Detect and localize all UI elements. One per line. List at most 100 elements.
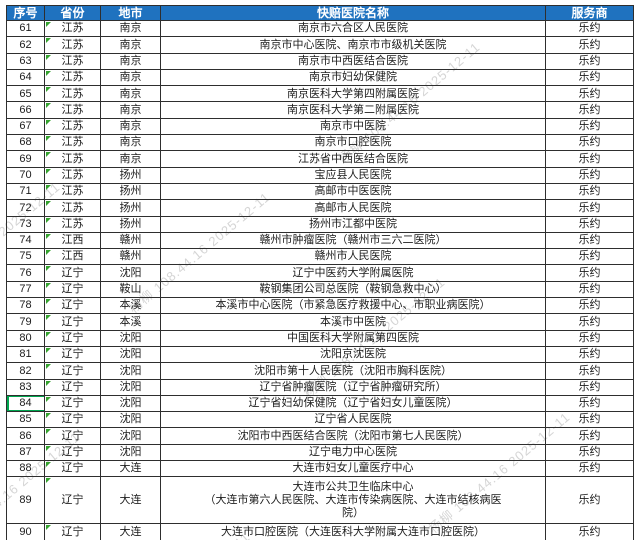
province-cell[interactable]: 江苏 [44, 101, 101, 119]
hospital-name-cell[interactable]: 沈阳市第十人民医院（沈阳市胸科医院） [160, 362, 546, 380]
row-number-cell[interactable]: 62 [6, 36, 45, 54]
city-cell[interactable]: 沈阳 [100, 329, 161, 347]
province-cell[interactable]: 辽宁 [44, 362, 101, 380]
province-cell[interactable]: 辽宁 [44, 313, 101, 331]
provider-cell[interactable]: 乐约 [545, 215, 634, 233]
row-number-cell[interactable]: 74 [6, 231, 45, 250]
row-number-cell[interactable]: 90 [6, 523, 45, 540]
provider-cell[interactable]: 乐约 [545, 394, 634, 413]
header-seq-no[interactable]: 序号 [6, 5, 45, 21]
province-cell[interactable]: 辽宁 [44, 297, 101, 315]
row-number-cell[interactable]: 80 [6, 329, 45, 347]
province-cell[interactable]: 辽宁 [44, 427, 101, 445]
row-number-cell[interactable]: 88 [6, 460, 45, 478]
row-number-cell[interactable]: 82 [6, 362, 45, 380]
province-cell[interactable]: 江苏 [44, 215, 101, 233]
hospital-name-cell[interactable]: 南京市六合区人民医院 [160, 19, 546, 38]
hospital-name-cell[interactable]: 鞍钢集团公司总医院（鞍钢急救中心） [160, 280, 546, 299]
hospital-name-cell[interactable]: 沈阳市中西医结合医院（沈阳市第七人民医院） [160, 427, 546, 445]
provider-cell[interactable]: 乐约 [545, 476, 634, 525]
province-cell[interactable]: 江苏 [44, 117, 101, 136]
hospital-name-cell[interactable]: 赣州市肿瘤医院（赣州市三六二医院） [160, 231, 546, 250]
provider-cell[interactable]: 乐约 [545, 411, 634, 429]
header-service-provider[interactable]: 服务商 [545, 5, 634, 21]
header-province[interactable]: 省份 [44, 5, 101, 21]
row-number-cell[interactable]: 83 [6, 378, 45, 396]
province-cell[interactable]: 江苏 [44, 199, 101, 217]
hospital-name-cell[interactable]: 辽宁省肿瘤医院（辽宁省肿瘤研究所） [160, 378, 546, 396]
city-cell[interactable]: 赣州 [100, 248, 161, 266]
province-cell[interactable]: 辽宁 [44, 329, 101, 347]
provider-cell[interactable]: 乐约 [545, 166, 634, 184]
city-cell[interactable]: 大连 [100, 523, 161, 540]
province-cell[interactable]: 江苏 [44, 134, 101, 152]
hospital-name-cell[interactable]: 大连市妇女儿童医疗中心 [160, 460, 546, 478]
provider-cell[interactable]: 乐约 [545, 297, 634, 315]
provider-cell[interactable]: 乐约 [545, 523, 634, 540]
hospital-name-cell[interactable]: 南京市妇幼保健院 [160, 68, 546, 87]
row-number-cell[interactable]: 78 [6, 297, 45, 315]
city-cell[interactable]: 南京 [100, 150, 161, 168]
province-cell[interactable]: 辽宁 [44, 280, 101, 299]
city-cell[interactable]: 扬州 [100, 166, 161, 184]
hospital-name-cell[interactable]: 南京市中心医院、南京市市级机关医院 [160, 36, 546, 54]
province-cell[interactable]: 辽宁 [44, 345, 101, 364]
province-cell[interactable]: 江苏 [44, 68, 101, 87]
city-cell[interactable]: 沈阳 [100, 411, 161, 429]
header-city[interactable]: 地市 [100, 5, 161, 21]
provider-cell[interactable]: 乐约 [545, 52, 634, 70]
row-number-cell[interactable]: 76 [6, 264, 45, 282]
provider-cell[interactable]: 乐约 [545, 199, 634, 217]
provider-cell[interactable]: 乐约 [545, 362, 634, 380]
province-cell[interactable]: 辽宁 [44, 443, 101, 462]
hospital-name-cell[interactable]: 本溪市中心医院（市紧急医疗救援中心、市职业病医院） [160, 297, 546, 315]
row-number-cell[interactable]: 72 [6, 199, 45, 217]
province-cell[interactable]: 江苏 [44, 150, 101, 168]
hospital-name-cell[interactable]: 高邮市人民医院 [160, 199, 546, 217]
hospital-name-cell[interactable]: 赣州市人民医院 [160, 248, 546, 266]
provider-cell[interactable]: 乐约 [545, 280, 634, 299]
hospital-name-cell[interactable]: 高邮市中医医院 [160, 182, 546, 201]
provider-cell[interactable]: 乐约 [545, 134, 634, 152]
row-number-cell[interactable]: 68 [6, 134, 45, 152]
provider-cell[interactable]: 乐约 [545, 231, 634, 250]
hospital-name-cell[interactable]: 沈阳京沈医院 [160, 345, 546, 364]
city-cell[interactable]: 南京 [100, 52, 161, 70]
hospital-name-cell[interactable]: 宝应县人民医院 [160, 166, 546, 184]
hospital-name-cell[interactable]: 南京市中医院 [160, 117, 546, 136]
provider-cell[interactable]: 乐约 [545, 345, 634, 364]
city-cell[interactable]: 本溪 [100, 313, 161, 331]
city-cell[interactable]: 鞍山 [100, 280, 161, 299]
provider-cell[interactable]: 乐约 [545, 313, 634, 331]
province-cell[interactable]: 辽宁 [44, 523, 101, 540]
hospital-name-cell[interactable]: 扬州市江都中医院 [160, 215, 546, 233]
province-cell[interactable]: 辽宁 [44, 394, 101, 413]
row-number-cell[interactable]: 63 [6, 52, 45, 70]
provider-cell[interactable]: 乐约 [545, 19, 634, 38]
city-cell[interactable]: 南京 [100, 85, 161, 103]
province-cell[interactable]: 江苏 [44, 166, 101, 184]
provider-cell[interactable]: 乐约 [545, 36, 634, 54]
row-number-cell[interactable]: 79 [6, 313, 45, 331]
header-hospital-name[interactable]: 快赔医院名称 [160, 5, 546, 21]
hospital-name-cell[interactable]: 辽宁中医药大学附属医院 [160, 264, 546, 282]
city-cell[interactable]: 扬州 [100, 215, 161, 233]
row-number-cell[interactable]: 84 [6, 394, 45, 413]
hospital-name-cell[interactable]: 南京医科大学第四附属医院 [160, 85, 546, 103]
row-number-cell[interactable]: 89 [6, 476, 45, 525]
hospital-name-cell[interactable]: 辽宁省妇幼保健院（辽宁省妇女儿童医院） [160, 394, 546, 413]
provider-cell[interactable]: 乐约 [545, 443, 634, 462]
provider-cell[interactable]: 乐约 [545, 68, 634, 87]
city-cell[interactable]: 沈阳 [100, 443, 161, 462]
city-cell[interactable]: 沈阳 [100, 264, 161, 282]
row-number-cell[interactable]: 61 [6, 19, 45, 38]
row-number-cell[interactable]: 71 [6, 182, 45, 201]
city-cell[interactable]: 南京 [100, 134, 161, 152]
city-cell[interactable]: 扬州 [100, 182, 161, 201]
hospital-name-cell[interactable]: 南京医科大学第二附属医院 [160, 101, 546, 119]
row-number-cell[interactable]: 65 [6, 85, 45, 103]
province-cell[interactable]: 辽宁 [44, 411, 101, 429]
province-cell[interactable]: 辽宁 [44, 378, 101, 396]
province-cell[interactable]: 江苏 [44, 19, 101, 38]
hospital-name-cell[interactable]: 辽宁省人民医院 [160, 411, 546, 429]
